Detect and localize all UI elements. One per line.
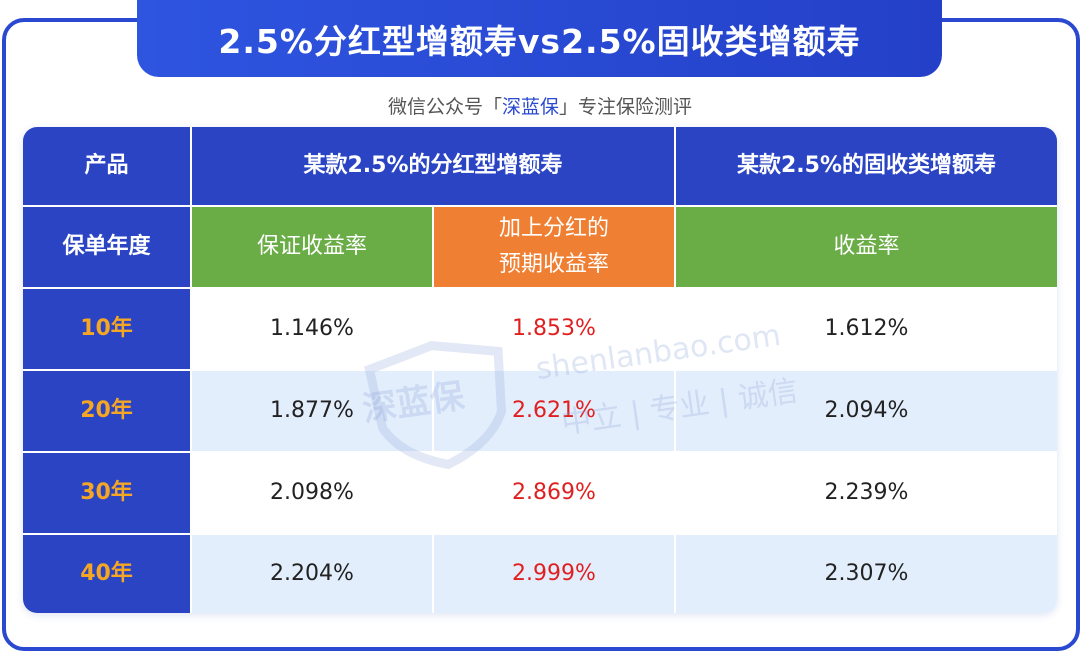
subheader-cell: 保单年度 <box>23 207 190 287</box>
data-cell: 2.869% <box>434 453 674 533</box>
cell-line: 加上分红的 <box>498 216 609 241</box>
row-label: 30年 <box>23 453 190 533</box>
data-cell: 2.098% <box>192 453 432 533</box>
header-cell: 某款2.5%的固收类增额寿 <box>676 127 1057 205</box>
data-cell: 1.612% <box>676 289 1057 369</box>
row-label: 40年 <box>23 535 190 613</box>
table: 产品 某款2.5%的分红型增额寿 某款2.5%的固收类增额寿 保单年度 保证收益率 加上分… <box>23 127 1057 613</box>
data-cell: 2.621% <box>434 371 674 451</box>
data-cell: 1.877% <box>192 371 432 451</box>
subtitle-prefix: 微信公众号「 <box>387 96 502 118</box>
subtitle-brand: 深蓝保 <box>501 96 559 118</box>
title: 2.5%分红型增额寿vs2.5%固收类增额寿 <box>218 21 861 61</box>
subheader-cell: 收益率 <box>676 207 1057 287</box>
header-cell: 产品 <box>23 127 190 205</box>
subtitle-suffix: 」专注保险测评 <box>559 96 693 118</box>
row-label: 20年 <box>23 371 190 451</box>
subtitle: 微信公众号「深蓝保」专注保险测评 <box>0 92 1080 119</box>
subheader-cell: 加上分红的预期收益率 <box>434 207 674 287</box>
data-cell: 2.204% <box>192 535 432 613</box>
data-cell: 2.999% <box>434 535 674 613</box>
data-cell: 2.094% <box>676 371 1057 451</box>
subheader-cell: 保证收益率 <box>192 207 432 287</box>
title-tab: 2.5%分红型增额寿vs2.5%固收类增额寿 <box>137 0 942 77</box>
data-cell: 1.146% <box>192 289 432 369</box>
cell-line: 预期收益率 <box>498 252 609 277</box>
data-cell: 1.853% <box>434 289 674 369</box>
row-label: 10年 <box>23 289 190 369</box>
header-cell: 某款2.5%的分红型增额寿 <box>192 127 674 205</box>
data-cell: 2.239% <box>676 453 1057 533</box>
data-cell: 2.307% <box>676 535 1057 613</box>
